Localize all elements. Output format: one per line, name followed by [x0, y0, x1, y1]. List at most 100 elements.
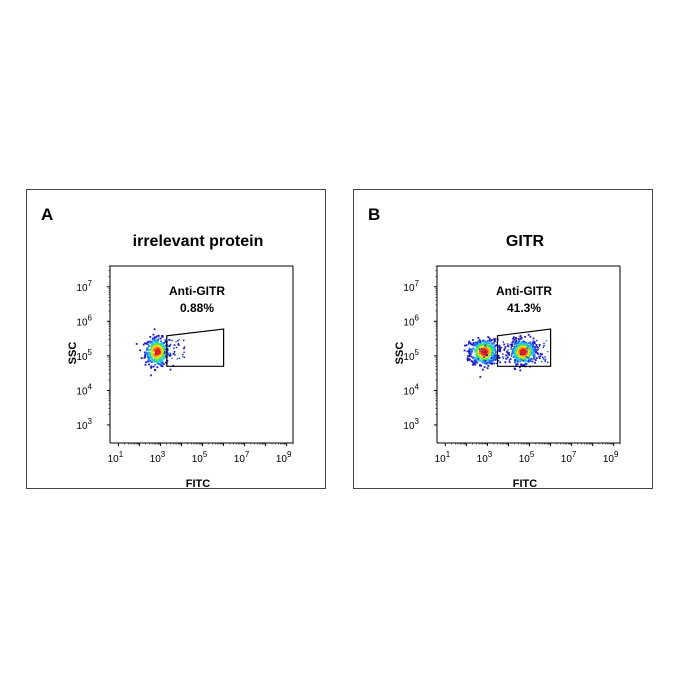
event-point — [508, 353, 511, 356]
x-tick-base: 10 — [519, 454, 531, 465]
event-point — [530, 349, 533, 352]
y-tick-exponent: 4 — [415, 382, 420, 391]
event-point — [489, 347, 492, 349]
sparse-event-point — [168, 345, 171, 347]
event-point — [135, 343, 138, 345]
event-point — [529, 342, 532, 345]
event-point — [153, 337, 156, 340]
event-point — [506, 356, 509, 359]
panel-a-letter: A — [41, 205, 53, 224]
event-point — [163, 342, 165, 344]
event-point — [492, 345, 495, 348]
sparse-event-point — [543, 342, 545, 345]
event-point — [148, 349, 151, 352]
event-point — [517, 360, 519, 363]
event-point — [166, 353, 169, 356]
event-point — [478, 343, 481, 346]
event-point — [154, 363, 157, 366]
event-point — [147, 359, 150, 362]
event-point — [470, 343, 473, 346]
event-point — [530, 358, 533, 360]
sparse-event-point — [514, 359, 516, 361]
event-point — [144, 351, 147, 354]
event-point — [477, 359, 480, 362]
sparse-event-point — [541, 353, 544, 356]
event-point — [152, 337, 155, 340]
panel-b-scatter-plot: B GITR Anti-GITR 41.3% FITC SSC 101 103 10… — [368, 205, 621, 488]
event-point — [490, 339, 493, 341]
y-tick-label: 103 — [403, 417, 419, 432]
sparse-event-point — [514, 361, 516, 364]
sparse-event-point — [169, 352, 172, 354]
sparse-event-point — [466, 360, 469, 362]
event-point — [513, 343, 516, 345]
x-tick-exponent: 7 — [572, 450, 577, 459]
event-point — [169, 353, 172, 356]
event-point — [520, 351, 523, 353]
event-point — [513, 367, 516, 370]
event-point — [514, 341, 517, 343]
event-point — [471, 361, 474, 364]
event-point — [164, 351, 167, 354]
y-tick-base: 10 — [76, 421, 88, 432]
event-point — [525, 362, 528, 365]
event-point — [512, 349, 514, 352]
y-tick-label: 107 — [403, 279, 419, 294]
sparse-event-point — [182, 353, 184, 356]
event-point — [520, 363, 522, 366]
sparse-event-point — [537, 348, 539, 351]
event-point — [468, 348, 471, 351]
event-point — [484, 362, 486, 365]
sparse-event-point — [476, 342, 478, 344]
event-point — [464, 344, 466, 347]
event-point — [468, 354, 471, 357]
x-tick-base: 10 — [108, 454, 120, 465]
event-point — [472, 356, 475, 359]
event-point — [161, 361, 164, 363]
event-point — [513, 348, 516, 351]
event-point — [474, 359, 477, 362]
sparse-event-point — [536, 339, 538, 342]
event-point — [512, 336, 515, 339]
event-point — [487, 344, 490, 347]
x-tick-exponent: 3 — [488, 450, 493, 459]
event-point — [154, 358, 157, 361]
sparse-event-point — [526, 347, 528, 349]
sparse-event-point — [166, 348, 169, 350]
event-point — [509, 343, 512, 346]
sparse-event-point — [483, 356, 485, 358]
event-point — [147, 340, 150, 343]
event-point — [486, 342, 488, 345]
sparse-event-point — [527, 359, 530, 362]
sparse-event-point — [466, 350, 468, 353]
event-point — [146, 352, 149, 355]
event-point — [523, 342, 526, 345]
y-tick-label: 106 — [403, 313, 419, 328]
event-point — [493, 340, 496, 343]
event-point — [483, 358, 486, 360]
event-point — [491, 352, 494, 355]
sparse-event-point — [522, 340, 524, 342]
x-tick-label: 105 — [192, 450, 208, 465]
event-point — [154, 347, 157, 350]
event-point — [146, 355, 149, 358]
panel-a-x-axis-label: FITC — [186, 478, 210, 488]
event-point — [160, 361, 163, 364]
gate-polygon — [166, 328, 225, 367]
sparse-event-point — [517, 362, 519, 365]
event-point — [529, 346, 532, 348]
event-point — [494, 351, 497, 353]
y-tick-exponent: 6 — [88, 313, 93, 322]
event-point — [144, 363, 147, 366]
sparse-event-point — [183, 346, 186, 348]
event-point — [526, 359, 529, 362]
sparse-event-point — [502, 341, 505, 343]
sparse-event-point — [468, 347, 471, 350]
panel-a-gate-name: Anti-GITR — [169, 284, 225, 298]
event-point — [534, 347, 537, 350]
sparse-event-point — [544, 359, 546, 361]
sparse-event-point — [495, 362, 498, 365]
event-point — [520, 359, 523, 362]
event-point — [518, 366, 521, 369]
event-point — [148, 340, 151, 343]
